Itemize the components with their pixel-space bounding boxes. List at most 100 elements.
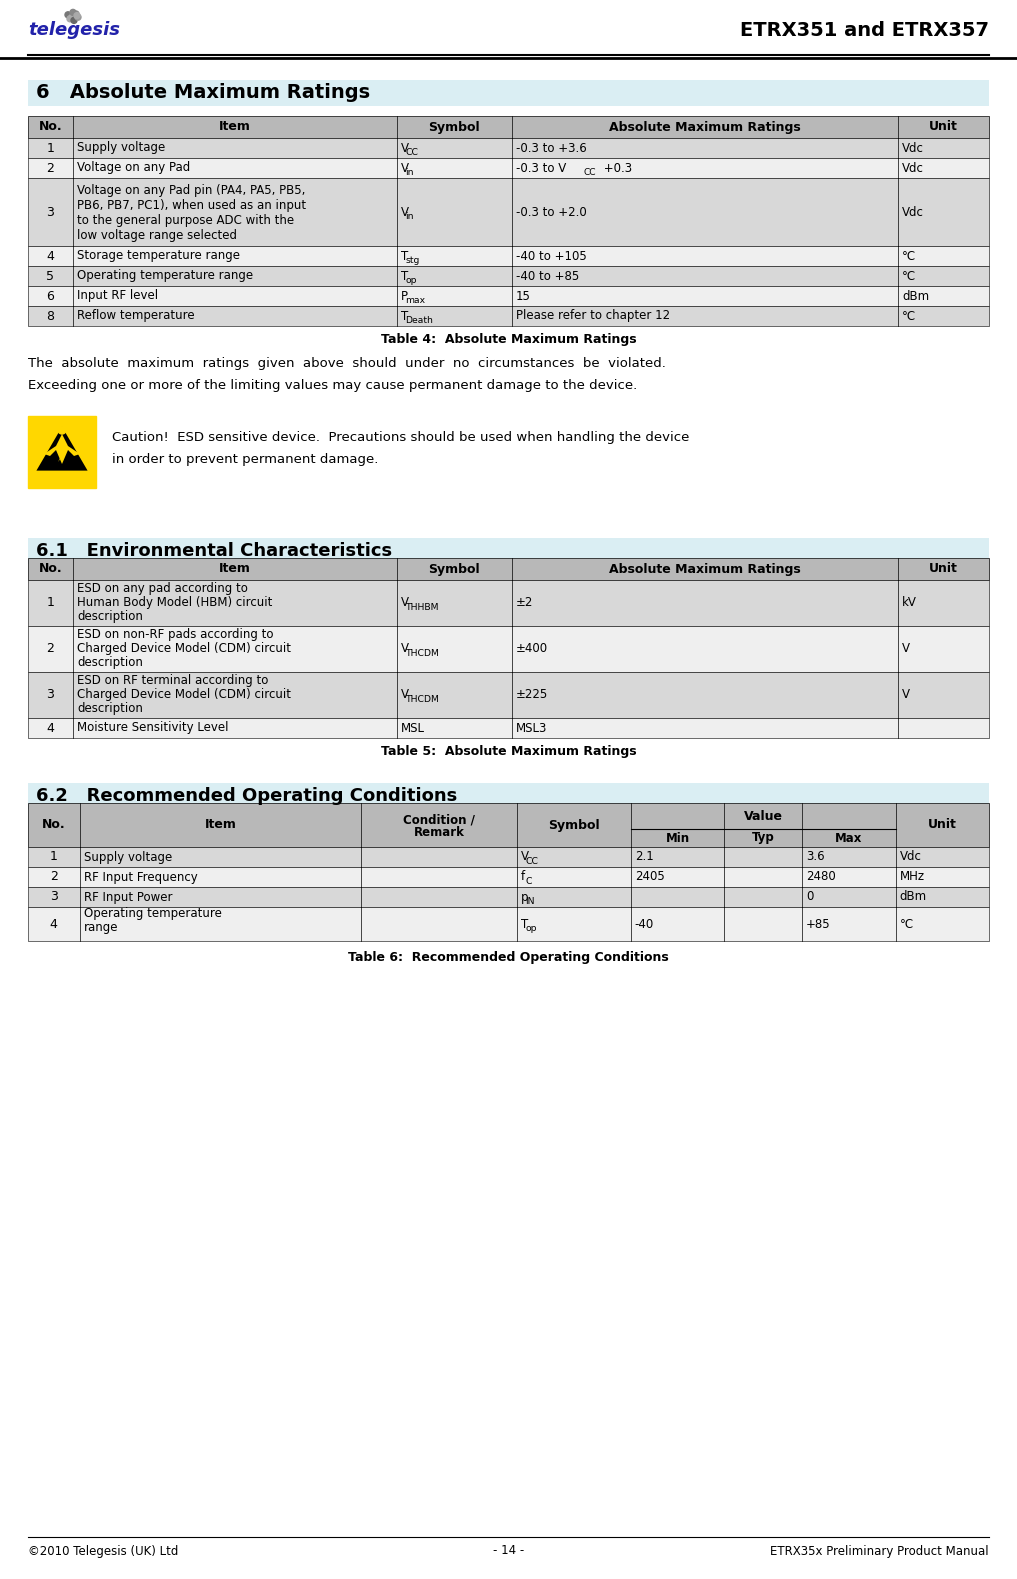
Text: No.: No.: [42, 818, 65, 832]
Text: stg: stg: [405, 256, 420, 265]
Text: Please refer to chapter 12: Please refer to chapter 12: [516, 309, 670, 322]
Text: Unit: Unit: [930, 562, 958, 575]
Text: MHz: MHz: [899, 870, 924, 884]
Circle shape: [74, 13, 80, 19]
Text: +0.3: +0.3: [600, 161, 632, 175]
Text: Table 4:  Absolute Maximum Ratings: Table 4: Absolute Maximum Ratings: [380, 333, 637, 346]
Text: Charged Device Model (CDM) circuit: Charged Device Model (CDM) circuit: [77, 641, 291, 655]
Text: Symbol: Symbol: [548, 818, 600, 832]
Text: ETRX351 and ETRX357: ETRX351 and ETRX357: [740, 21, 989, 39]
Text: Unit: Unit: [930, 120, 958, 134]
Circle shape: [71, 17, 77, 24]
Text: Condition /: Condition /: [403, 813, 475, 826]
Text: 1: 1: [47, 597, 54, 609]
Text: Reflow temperature: Reflow temperature: [77, 309, 194, 322]
Text: -40: -40: [635, 917, 654, 930]
Text: V: V: [902, 643, 910, 655]
Text: Voltage on any Pad: Voltage on any Pad: [77, 161, 190, 175]
FancyBboxPatch shape: [28, 846, 989, 867]
Text: 6: 6: [47, 289, 54, 303]
Text: V: V: [401, 597, 409, 609]
Text: Storage temperature range: Storage temperature range: [77, 249, 240, 262]
Text: - 14 -: - 14 -: [493, 1544, 524, 1557]
Text: Symbol: Symbol: [428, 120, 480, 134]
Text: V: V: [401, 161, 409, 175]
FancyBboxPatch shape: [28, 286, 989, 306]
Text: Vdc: Vdc: [902, 161, 924, 175]
Text: Max: Max: [835, 832, 862, 845]
Text: dBm: dBm: [899, 891, 926, 903]
Text: 6   Absolute Maximum Ratings: 6 Absolute Maximum Ratings: [36, 84, 370, 103]
Text: °C: °C: [902, 270, 916, 283]
Text: PB6, PB7, PC1), when used as an input: PB6, PB7, PC1), when used as an input: [77, 199, 306, 212]
Text: to the general purpose ADC with the: to the general purpose ADC with the: [77, 215, 294, 227]
Text: RF Input Power: RF Input Power: [83, 891, 172, 903]
Text: ESD on any pad according to: ESD on any pad according to: [77, 581, 248, 595]
Text: V: V: [401, 205, 409, 218]
Text: -0.3 to +3.6: -0.3 to +3.6: [516, 142, 587, 155]
Text: -40 to +85: -40 to +85: [516, 270, 579, 283]
Text: Operating temperature: Operating temperature: [83, 906, 222, 919]
Text: 2.1: 2.1: [635, 851, 654, 864]
Text: description: description: [77, 609, 142, 622]
Text: 8: 8: [47, 309, 55, 322]
Text: f: f: [521, 870, 525, 884]
Text: 1: 1: [47, 142, 54, 155]
Text: ETRX35x Preliminary Product Manual: ETRX35x Preliminary Product Manual: [770, 1544, 989, 1557]
Text: Operating temperature range: Operating temperature range: [77, 270, 253, 283]
Text: Min: Min: [665, 832, 690, 845]
FancyBboxPatch shape: [28, 81, 989, 106]
Text: Value: Value: [743, 810, 783, 823]
Text: in order to prevent permanent damage.: in order to prevent permanent damage.: [112, 453, 378, 466]
Text: CC: CC: [405, 148, 418, 158]
Text: Charged Device Model (CDM) circuit: Charged Device Model (CDM) circuit: [77, 688, 291, 701]
Text: P: P: [401, 289, 408, 303]
Text: ESD on RF terminal according to: ESD on RF terminal according to: [77, 674, 268, 687]
Circle shape: [70, 9, 76, 16]
Text: V: V: [401, 142, 409, 155]
Text: T: T: [401, 309, 408, 322]
Text: Vdc: Vdc: [899, 851, 921, 864]
Text: 15: 15: [516, 289, 531, 303]
FancyBboxPatch shape: [28, 887, 989, 906]
Text: Input RF level: Input RF level: [77, 289, 158, 303]
Text: 4: 4: [47, 249, 54, 262]
Text: Typ: Typ: [752, 832, 775, 845]
Text: V: V: [401, 643, 409, 655]
Text: 2: 2: [50, 870, 58, 884]
Text: ±400: ±400: [516, 643, 548, 655]
Circle shape: [75, 14, 81, 21]
Text: -0.3 to +2.0: -0.3 to +2.0: [516, 205, 587, 218]
FancyBboxPatch shape: [28, 306, 989, 325]
Text: 2: 2: [47, 643, 54, 655]
Text: 4: 4: [50, 917, 58, 930]
FancyBboxPatch shape: [28, 783, 989, 808]
Text: Human Body Model (HBM) circuit: Human Body Model (HBM) circuit: [77, 595, 273, 609]
Text: T: T: [401, 249, 408, 262]
Text: RF Input Frequency: RF Input Frequency: [83, 870, 197, 884]
Text: V: V: [521, 851, 529, 864]
Text: No.: No.: [39, 562, 62, 575]
Circle shape: [67, 16, 73, 22]
Text: CC: CC: [526, 857, 538, 867]
Text: Table 6:  Recommended Operating Conditions: Table 6: Recommended Operating Condition…: [348, 951, 669, 963]
Text: 4: 4: [47, 722, 54, 734]
Text: 5: 5: [47, 270, 55, 283]
Text: Absolute Maximum Ratings: Absolute Maximum Ratings: [609, 120, 800, 134]
Text: Unit: Unit: [928, 818, 957, 832]
FancyBboxPatch shape: [28, 158, 989, 178]
Text: THCDM: THCDM: [405, 649, 439, 658]
Polygon shape: [58, 442, 66, 463]
Text: IN: IN: [526, 897, 535, 906]
Text: op: op: [405, 276, 417, 286]
Text: °C: °C: [902, 309, 916, 322]
Text: description: description: [77, 655, 142, 668]
Text: 3: 3: [50, 891, 58, 903]
Text: V: V: [902, 688, 910, 701]
Text: ©2010 Telegesis (UK) Ltd: ©2010 Telegesis (UK) Ltd: [28, 1544, 178, 1557]
Text: max: max: [405, 297, 425, 305]
FancyBboxPatch shape: [28, 246, 989, 265]
Text: The  absolute  maximum  ratings  given  above  should  under  no  circumstances : The absolute maximum ratings given above…: [28, 357, 666, 371]
Polygon shape: [44, 434, 80, 464]
Text: T: T: [521, 917, 528, 930]
